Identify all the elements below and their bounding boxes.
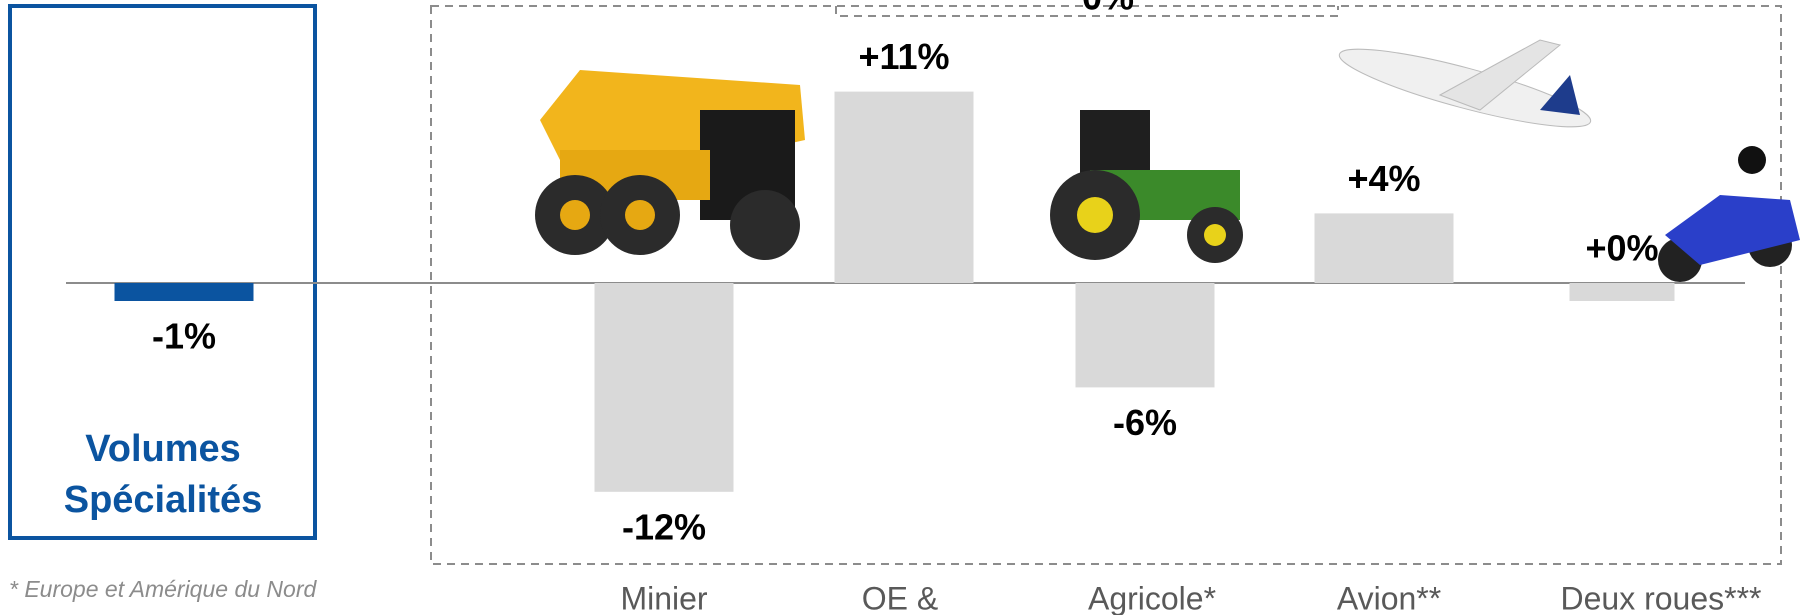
bar [594,283,734,492]
category-label: Minier [620,580,707,615]
bar [834,91,974,283]
category-label: Deux roues*** [1561,580,1762,615]
value-label: -12% [622,506,706,547]
bar [114,283,254,301]
value-label: +11% [858,36,949,77]
specialites-box [8,4,317,540]
bracket [835,6,1339,17]
bar [1314,213,1454,283]
plane-image [1338,39,1592,128]
group-label: Volumes [85,428,241,470]
motorbike-image [1658,146,1800,282]
category-label: OE & [862,580,938,615]
footnote: * Europe et Amérique du Nord [9,576,317,602]
tractor-image [1050,110,1243,263]
value-label: -6% [1113,402,1177,443]
segments-box [430,5,1782,565]
annotation: 0% [1082,0,1134,18]
truck-image [535,70,805,260]
bar [1569,283,1675,301]
bar [1075,283,1215,388]
value-label: -1% [152,316,216,357]
category-label: Avion** [1337,580,1441,615]
value-label: +4% [1347,158,1420,199]
value-label: +0% [1585,228,1658,269]
category-label: Agricole* [1088,580,1216,615]
group-label: Spécialités [64,479,263,521]
